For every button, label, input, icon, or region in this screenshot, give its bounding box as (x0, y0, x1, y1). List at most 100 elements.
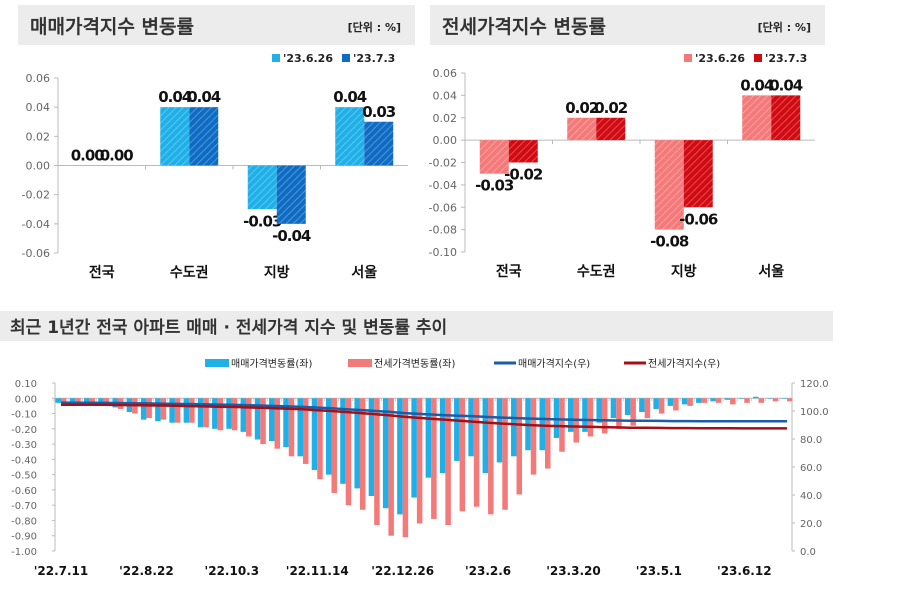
bar (587, 398, 594, 437)
data-label: 0.02 (565, 99, 599, 117)
legend-label: '23.7.3 (765, 52, 807, 65)
legend-label: 매매가격지수(우) (518, 357, 590, 370)
bar (596, 398, 602, 423)
bar (340, 398, 346, 484)
bar (317, 398, 323, 480)
y-tick-label: -0.08 (429, 224, 457, 237)
legend-swatch (348, 359, 372, 367)
bar (610, 398, 617, 419)
bar (169, 398, 175, 423)
bar (303, 398, 309, 464)
y-right-tick-label: 80.0 (800, 435, 822, 446)
bar (772, 398, 779, 402)
bar (673, 398, 679, 411)
bar (454, 398, 460, 461)
y-tick-label: -0.06 (429, 201, 457, 214)
data-label: 0.04 (740, 76, 774, 94)
bar (445, 398, 451, 526)
data-label: 0.04 (187, 88, 221, 106)
title-panel (0, 311, 833, 341)
bar (539, 398, 545, 451)
bar (146, 398, 152, 419)
data-label: 0.02 (594, 99, 628, 117)
unit-label: [단위 : %] (758, 20, 811, 34)
bar (189, 398, 195, 423)
bar (397, 398, 403, 515)
bar (459, 398, 466, 512)
y-tick-label: -0.80 (11, 516, 37, 527)
bar (254, 398, 261, 440)
bar (730, 398, 736, 405)
bar (767, 398, 773, 399)
legend-label: 전세가격지수(우) (648, 357, 720, 370)
data-label: 0.04 (333, 88, 367, 106)
x-tick-label: '22.7.11 (34, 564, 89, 578)
y-tick-label: 0.02 (433, 112, 458, 125)
bar (345, 398, 352, 506)
bar (297, 398, 303, 457)
bar (545, 398, 551, 469)
bar (311, 398, 318, 471)
y-tick-label: 0.06 (433, 67, 458, 80)
legend-swatch (272, 54, 280, 62)
bar (212, 398, 218, 429)
bar-hatch (596, 117, 626, 141)
title-panel (18, 5, 415, 45)
bar-hatch (771, 95, 801, 141)
bar-hatch (189, 107, 219, 166)
bar (488, 398, 494, 515)
y-right-tick-label: 60.0 (800, 463, 822, 474)
bar (431, 398, 437, 519)
y-tick-label: 0.10 (15, 379, 37, 390)
bar (468, 398, 474, 457)
y-tick-label: -1.00 (11, 547, 37, 558)
bar (724, 398, 731, 400)
x-tick-label: '23.5.1 (636, 564, 682, 578)
data-label: -0.08 (650, 233, 689, 251)
data-label: 0.00 (100, 147, 134, 165)
category-label: 수도권 (170, 265, 209, 281)
chart-title: 매매가격지수 변동률 (30, 16, 194, 38)
bar (274, 398, 281, 449)
bar (359, 398, 366, 510)
bar (701, 398, 708, 403)
y-right-tick-label: 40.0 (800, 491, 822, 502)
y-tick-label: -0.10 (11, 410, 37, 421)
y-tick-label: 0.00 (433, 134, 458, 147)
data-label: 0.00 (71, 147, 105, 165)
data-label: -0.04 (272, 227, 311, 245)
bar (83, 398, 90, 405)
bar-hatch (479, 140, 509, 174)
bar-hatch (364, 121, 394, 166)
bar (567, 398, 574, 432)
x-tick-label: '23.2.6 (465, 564, 511, 578)
bar (411, 398, 417, 498)
bar (496, 398, 503, 463)
category-label: 서울 (758, 263, 784, 280)
legend-label: '23.6.26 (283, 52, 333, 65)
bar (69, 398, 76, 403)
y-right-tick-label: 0.0 (800, 547, 816, 558)
bar (388, 398, 394, 536)
bar-hatch (276, 165, 306, 224)
bar (781, 398, 787, 399)
y-tick-label: -0.02 (429, 157, 457, 170)
bar (231, 398, 238, 431)
bar-hatch (567, 117, 597, 141)
bar-hatch (508, 140, 538, 163)
bar (183, 398, 190, 423)
y-tick-label: 0.02 (26, 130, 51, 143)
bar (288, 398, 295, 457)
bar (283, 398, 289, 448)
y-tick-label: -0.04 (22, 218, 50, 231)
y-tick-label: -0.50 (11, 471, 37, 482)
chart-title: 최근 1년간 전국 아파트 매매 · 전세가격 지수 및 변동률 추이 (10, 318, 447, 338)
bar (630, 398, 636, 426)
bar (331, 398, 337, 493)
y-tick-label: -0.20 (11, 425, 37, 436)
y-tick-label: -0.70 (11, 501, 37, 512)
category-label: 서울 (351, 264, 377, 281)
x-tick-label: '22.8.22 (119, 564, 174, 578)
bar (753, 396, 759, 399)
